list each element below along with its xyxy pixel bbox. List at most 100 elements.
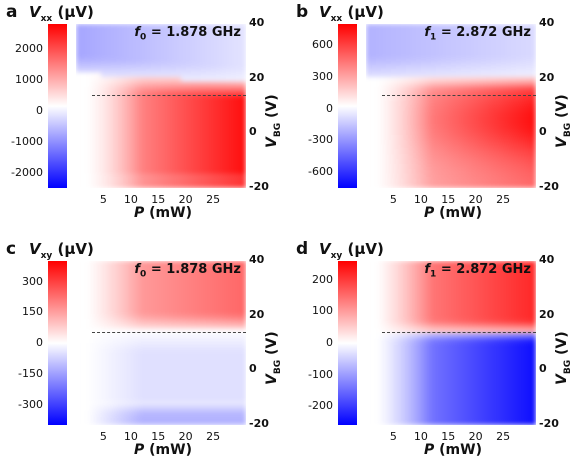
heatmap-cell (381, 106, 387, 112)
heatmap-cell (121, 67, 127, 73)
heatmap-cell (141, 405, 147, 412)
heatmap-cell (386, 323, 392, 330)
heatmap-cell (501, 381, 507, 388)
heatmap-cell (86, 125, 92, 131)
heatmap-cell (191, 289, 197, 296)
heatmap-cell (81, 115, 87, 122)
heatmap-cell (241, 405, 246, 412)
heatmap-cell (221, 400, 227, 407)
heatmap-cell (456, 396, 462, 402)
heatmap-cell (171, 48, 177, 54)
heatmap-cell (161, 318, 167, 325)
heatmap-cell (211, 270, 217, 277)
heatmap-cell (241, 81, 246, 88)
heatmap-cell (371, 294, 377, 301)
heatmap-cell (121, 24, 127, 30)
heatmap-cell (531, 67, 536, 73)
heatmap-cell (371, 178, 377, 184)
heatmap-cell (496, 400, 502, 407)
heatmap-cell (516, 77, 522, 83)
heatmap-cell (91, 367, 97, 373)
heatmap-cell (426, 386, 432, 392)
heatmap-cell (501, 323, 507, 330)
heatmap-cell (426, 154, 432, 160)
heatmap-cell (201, 144, 207, 151)
heatmap-cell (166, 96, 172, 102)
heatmap-cell (141, 338, 147, 344)
heatmap-cell (106, 405, 112, 412)
heatmap-cell (511, 328, 517, 334)
heatmap-cell (446, 352, 452, 359)
heatmap-cell (106, 43, 112, 49)
heatmap-cell (521, 285, 527, 291)
heatmap-cell (531, 101, 536, 107)
heatmap-cell (371, 275, 377, 281)
heatmap-cell (446, 24, 452, 30)
heatmap-cell (216, 381, 222, 388)
heatmap-cell (441, 347, 447, 354)
heatmap-cell (216, 96, 222, 102)
heatmap-cell (411, 328, 417, 334)
heatmap-cell (396, 62, 402, 69)
heatmap-cell (531, 57, 536, 64)
heatmap-cell (206, 285, 212, 291)
heatmap-cell (101, 33, 107, 40)
heatmap-cell (151, 376, 157, 383)
heatmap-cell (171, 28, 177, 35)
frequency-value: = 2.872 GHz (440, 25, 531, 40)
heatmap-cell (386, 77, 392, 83)
heatmap-cell (521, 415, 527, 421)
heatmap-cell (141, 43, 147, 49)
heatmap-cell (366, 168, 372, 175)
heatmap-cell (121, 323, 127, 330)
heatmap-cell (521, 173, 527, 179)
heatmap-cell (106, 101, 112, 107)
heatmap-cell (141, 115, 147, 122)
x-tick-label: 25 (496, 430, 511, 443)
heatmap-cell (241, 381, 246, 388)
heatmap-cell (436, 38, 442, 44)
heatmap-cell (436, 86, 442, 93)
heatmap-cell (526, 168, 532, 175)
heatmap-cell (496, 101, 502, 107)
heatmap-cell (411, 125, 417, 131)
heatmap-cell (491, 352, 497, 359)
heatmap-cell (436, 275, 442, 281)
heatmap-cell (151, 299, 157, 306)
heatmap-cell (451, 28, 457, 35)
heatmap-cell (101, 367, 107, 373)
heatmap-cell (241, 265, 246, 272)
heatmap-cell (161, 299, 167, 306)
colorbar-tick-label: 0 (326, 101, 333, 115)
heatmap-cell (381, 101, 387, 107)
heatmap-cell (186, 106, 192, 112)
heatmap-cell (151, 275, 157, 281)
heatmap-cell (516, 376, 522, 383)
heatmap-cell (446, 275, 452, 281)
heatmap-cell (161, 144, 167, 151)
heatmap-cell (506, 347, 512, 354)
heatmap-cell (241, 362, 246, 368)
heatmap-cell (516, 289, 522, 296)
dashed-line (382, 332, 536, 334)
heatmap-cell (216, 328, 222, 334)
heatmap-cell (416, 376, 422, 383)
heatmap-cell (141, 352, 147, 359)
heatmap-cell (511, 106, 517, 112)
heatmap-cell (481, 115, 487, 122)
heatmap-cell (196, 328, 202, 334)
heatmap-cell (411, 67, 417, 73)
heatmap-cell (161, 33, 167, 40)
heatmap-cell (476, 159, 482, 165)
heatmap-cell (516, 57, 522, 64)
heatmap-cell (96, 294, 102, 301)
heatmap-cell (206, 405, 212, 412)
heatmap-cell (401, 173, 407, 179)
heatmap-cell (121, 77, 127, 83)
x-tick-label: 5 (389, 193, 397, 206)
heatmap-cell (416, 410, 422, 416)
heatmap-cell (381, 178, 387, 184)
heatmap-cell (441, 304, 447, 310)
heatmap-cell (91, 400, 97, 407)
heatmap-cell (236, 38, 242, 44)
